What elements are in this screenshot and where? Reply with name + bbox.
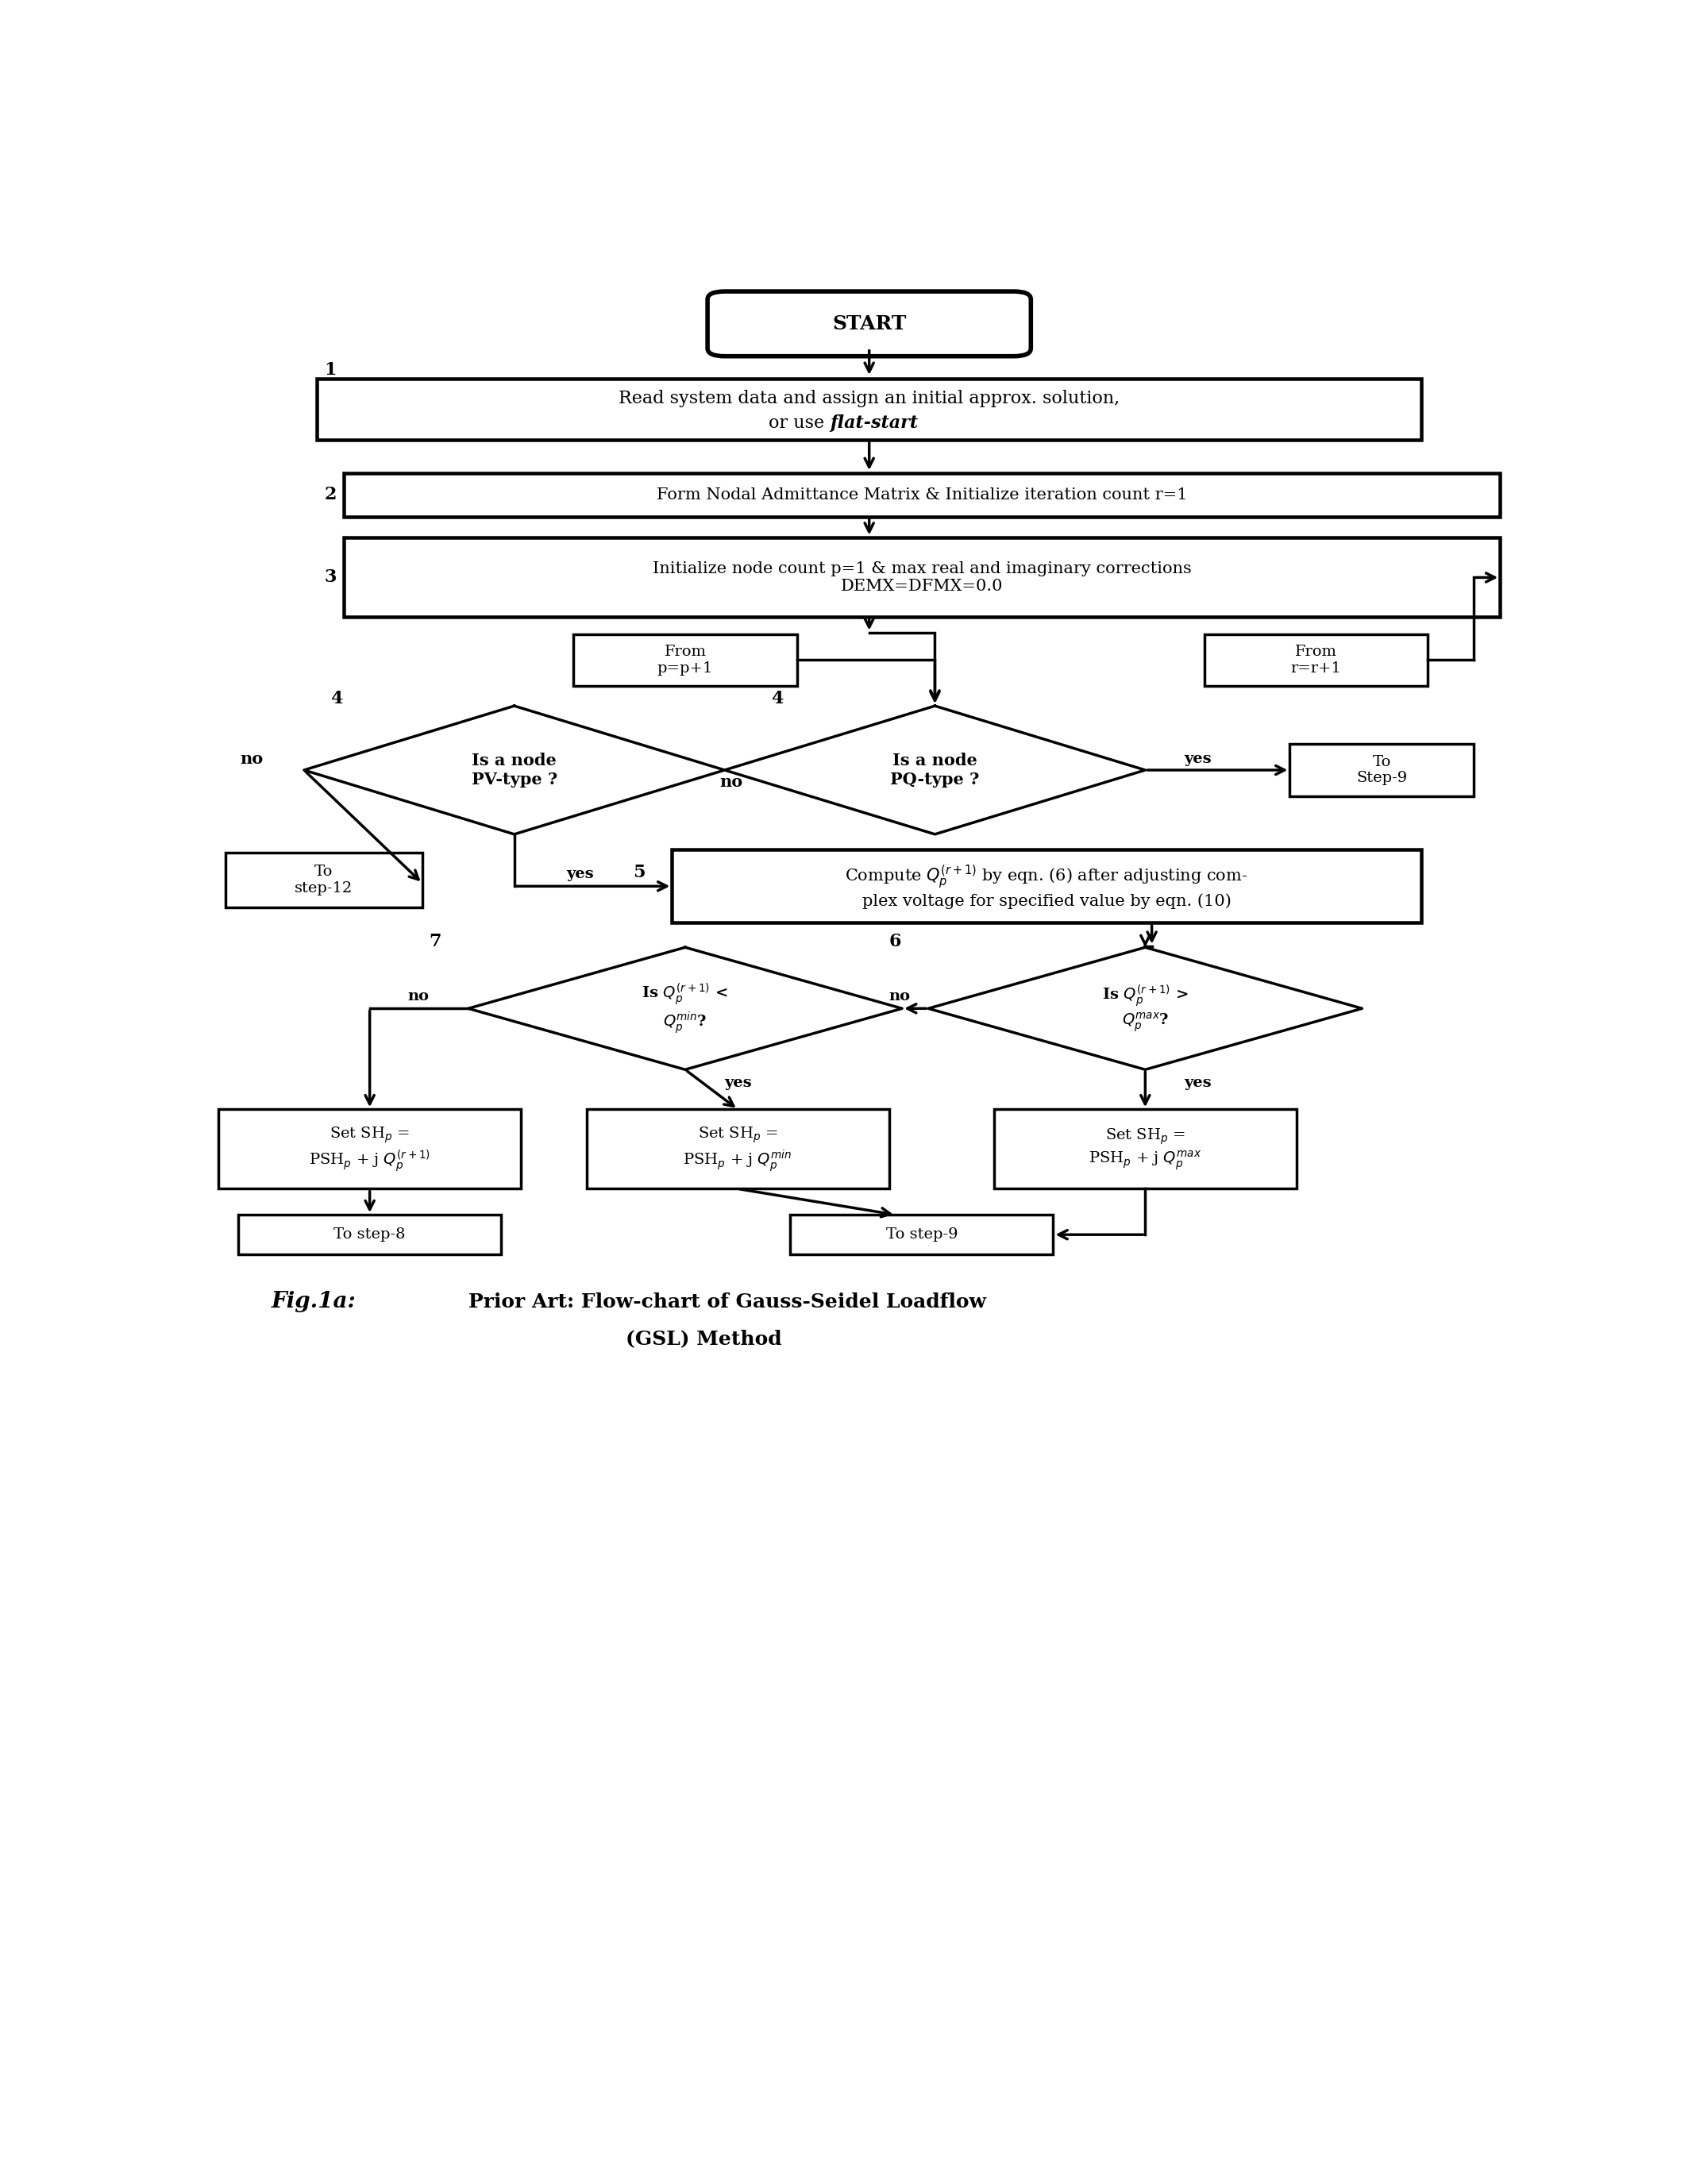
FancyBboxPatch shape	[790, 1214, 1053, 1254]
FancyBboxPatch shape	[672, 850, 1421, 924]
FancyBboxPatch shape	[573, 633, 797, 686]
Text: START: START	[833, 314, 906, 334]
FancyBboxPatch shape	[994, 1109, 1296, 1188]
Text: From
r=r+1: From r=r+1	[1291, 644, 1342, 675]
Text: or use: or use	[768, 415, 829, 432]
Text: Fig.1a:: Fig.1a:	[271, 1291, 356, 1313]
Text: To
Step-9: To Step-9	[1357, 756, 1408, 786]
FancyBboxPatch shape	[226, 852, 422, 909]
Text: yes: yes	[1184, 751, 1211, 767]
Text: To
step-12: To step-12	[295, 865, 353, 895]
Text: no: no	[719, 775, 743, 791]
Text: Is a node
PV-type ?: Is a node PV-type ?	[471, 753, 558, 786]
FancyBboxPatch shape	[707, 290, 1031, 356]
Text: 5: 5	[633, 865, 646, 882]
FancyBboxPatch shape	[343, 537, 1501, 618]
Text: no: no	[239, 751, 263, 767]
Text: Is $Q_p^{(r+1)}$ <
$Q_p^{min}$?: Is $Q_p^{(r+1)}$ < $Q_p^{min}$?	[643, 981, 728, 1035]
Text: flat-start: flat-start	[829, 415, 918, 432]
Text: 3: 3	[324, 568, 336, 585]
Text: To step-9: To step-9	[885, 1227, 958, 1243]
Text: Compute $Q_p^{(r+1)}$ by eqn. (6) after adjusting com-
plex voltage for specifie: Compute $Q_p^{(r+1)}$ by eqn. (6) after …	[845, 863, 1248, 909]
Text: 4: 4	[772, 690, 784, 708]
FancyBboxPatch shape	[1291, 745, 1474, 795]
Text: no: no	[407, 989, 429, 1002]
Text: To step-8: To step-8	[334, 1227, 405, 1243]
FancyBboxPatch shape	[587, 1109, 889, 1188]
Text: no: no	[889, 989, 911, 1002]
Text: 7: 7	[429, 933, 441, 950]
Text: yes: yes	[1184, 1077, 1211, 1090]
FancyBboxPatch shape	[317, 378, 1421, 439]
Text: Is $Q_p^{(r+1)}$ >
$Q_p^{max}$?: Is $Q_p^{(r+1)}$ > $Q_p^{max}$?	[1102, 983, 1189, 1033]
Text: From
p=p+1: From p=p+1	[658, 644, 712, 675]
FancyBboxPatch shape	[1204, 633, 1428, 686]
Text: Set SH$_p$ =
PSH$_p$ + j $Q_p^{min}$: Set SH$_p$ = PSH$_p$ + j $Q_p^{min}$	[683, 1125, 792, 1173]
FancyBboxPatch shape	[237, 1214, 502, 1254]
Text: (GSL) Method: (GSL) Method	[626, 1330, 782, 1348]
FancyBboxPatch shape	[219, 1109, 521, 1188]
Text: Set SH$_p$ =
PSH$_p$ + j $Q_p^{max}$: Set SH$_p$ = PSH$_p$ + j $Q_p^{max}$	[1089, 1127, 1202, 1171]
Text: Is a node
PQ-type ?: Is a node PQ-type ?	[890, 753, 980, 786]
Text: Read system data and assign an initial approx. solution,: Read system data and assign an initial a…	[619, 389, 1119, 406]
Text: yes: yes	[724, 1077, 751, 1090]
Text: Set SH$_p$ =
PSH$_p$ + j $Q_p^{(r+1)}$: Set SH$_p$ = PSH$_p$ + j $Q_p^{(r+1)}$	[309, 1125, 431, 1173]
Text: Initialize node count p=1 & max real and imaginary corrections
DEMX=DFMX=0.0: Initialize node count p=1 & max real and…	[653, 561, 1191, 594]
Text: yes: yes	[566, 867, 594, 880]
Text: Form Nodal Admittance Matrix & Initialize iteration count r=1: Form Nodal Admittance Matrix & Initializ…	[656, 487, 1187, 502]
Text: 1: 1	[324, 360, 336, 378]
Text: 6: 6	[889, 933, 902, 950]
Text: 4: 4	[331, 690, 343, 708]
FancyBboxPatch shape	[343, 474, 1501, 518]
Text: 2: 2	[324, 487, 336, 505]
Text: Prior Art: Flow-chart of Gauss-Seidel Loadflow: Prior Art: Flow-chart of Gauss-Seidel Lo…	[468, 1293, 985, 1310]
